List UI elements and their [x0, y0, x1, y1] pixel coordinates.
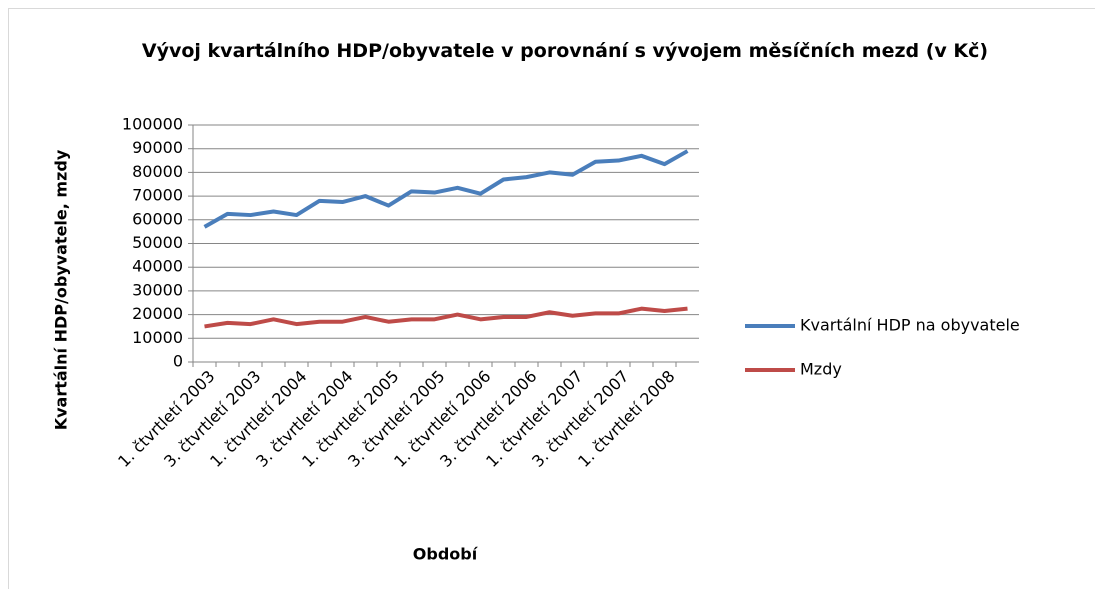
chart-title: Vývoj kvartálního HDP/obyvatele v porovn… — [141, 40, 989, 62]
data-line — [204, 306, 688, 329]
x-axis-title: Období — [413, 545, 479, 564]
y-tick-label: 100000 — [122, 115, 183, 134]
y-tick-label: 0 — [173, 352, 183, 371]
y-tick-label: 90000 — [132, 138, 183, 157]
y-tick-label: 30000 — [132, 280, 183, 299]
y-tick-label: 80000 — [132, 162, 183, 181]
y-tick-label: 20000 — [132, 304, 183, 323]
y-tick-label: 70000 — [132, 186, 183, 205]
y-tick-label: 40000 — [132, 257, 183, 276]
y-axis-title: Kvartální HDP/obyvatele, mzdy — [52, 149, 71, 430]
y-tick-label: 60000 — [132, 209, 183, 228]
data-line — [203, 149, 689, 229]
y-tick-label: 10000 — [132, 328, 183, 347]
chart-border — [8, 8, 1095, 589]
legend-label: Kvartální HDP na obyvatele — [800, 316, 1020, 335]
legend-label: Mzdy — [800, 360, 842, 379]
y-tick-label: 50000 — [132, 233, 183, 252]
